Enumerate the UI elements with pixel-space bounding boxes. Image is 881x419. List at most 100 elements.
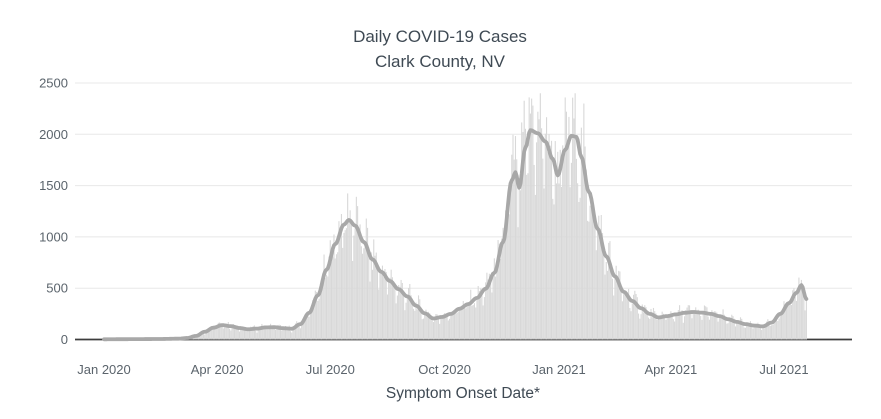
daily-case-bar — [471, 305, 473, 340]
daily-case-bar — [560, 187, 563, 340]
daily-case-bar — [749, 321, 751, 340]
daily-case-bar — [238, 331, 241, 340]
daily-case-bar — [531, 98, 533, 340]
daily-case-bar — [260, 328, 262, 340]
daily-case-bar — [414, 310, 416, 340]
daily-case-bar — [410, 295, 412, 340]
daily-case-bar — [734, 326, 737, 340]
daily-case-bar — [692, 311, 694, 340]
daily-case-bar — [702, 311, 704, 340]
daily-case-bar — [522, 131, 524, 340]
daily-case-bar — [547, 152, 549, 340]
daily-case-bar — [362, 253, 364, 340]
daily-case-bar — [462, 300, 464, 340]
daily-case-bar — [488, 273, 490, 340]
daily-case-bar — [363, 248, 365, 340]
daily-case-bar — [390, 269, 392, 340]
daily-case-bar — [762, 325, 764, 340]
daily-case-bar — [210, 328, 212, 340]
daily-case-bar — [701, 319, 703, 340]
daily-case-bar — [804, 310, 806, 340]
daily-case-bar — [241, 330, 243, 340]
daily-case-bar — [722, 309, 724, 340]
daily-case-bar — [396, 295, 398, 340]
daily-case-bar — [322, 274, 324, 340]
daily-case-bar — [546, 117, 548, 340]
daily-case-bar — [375, 252, 377, 340]
gridlines — [75, 82, 852, 289]
daily-case-bar — [330, 261, 333, 340]
daily-case-bar — [288, 325, 290, 340]
daily-case-bar — [369, 281, 371, 340]
daily-case-bar — [247, 330, 249, 340]
daily-case-bar — [720, 314, 722, 340]
daily-case-bar — [333, 234, 335, 340]
daily-case-bar — [703, 305, 705, 340]
daily-case-bar — [555, 183, 558, 340]
daily-case-bar — [654, 311, 656, 340]
daily-case-bar — [332, 256, 334, 340]
daily-case-bar — [475, 307, 477, 340]
daily-case-bar — [194, 336, 196, 340]
daily-case-bar — [737, 320, 739, 340]
daily-case-bar — [693, 310, 696, 340]
daily-case-bar — [798, 277, 800, 340]
daily-case-bar — [516, 159, 518, 340]
daily-case-bar — [613, 295, 615, 340]
daily-case-bar — [595, 250, 597, 340]
daily-case-bar — [463, 306, 466, 340]
daily-case-bar — [676, 313, 678, 340]
daily-case-bar — [569, 187, 571, 340]
daily-case-bar — [780, 314, 783, 340]
daily-case-bar — [251, 329, 253, 340]
daily-case-bar — [670, 311, 672, 340]
daily-case-bar — [376, 270, 379, 340]
daily-case-bar — [625, 291, 627, 340]
daily-case-bar — [391, 277, 393, 340]
daily-case-bar — [220, 324, 222, 340]
daily-case-bar — [645, 307, 647, 340]
daily-case-bar — [711, 310, 713, 340]
daily-case-bar — [468, 303, 471, 340]
daily-case-bar — [739, 317, 742, 340]
daily-case-bar — [574, 93, 576, 340]
daily-case-bar — [283, 328, 285, 340]
daily-case-bar — [302, 321, 304, 340]
daily-case-bar — [517, 227, 519, 340]
daily-case-bar — [473, 303, 476, 340]
daily-case-bar — [389, 277, 391, 340]
daily-case-bar — [201, 331, 203, 340]
daily-case-bar — [754, 326, 756, 340]
daily-case-bar — [664, 315, 666, 340]
daily-case-bar — [718, 314, 720, 340]
daily-case-bar — [276, 327, 278, 340]
daily-case-bar — [406, 297, 408, 340]
daily-case-bar — [649, 318, 651, 340]
daily-case-bar — [313, 305, 315, 340]
daily-case-bar — [541, 128, 543, 340]
daily-case-bar — [286, 326, 288, 340]
daily-case-bar — [334, 258, 336, 340]
daily-case-bar — [527, 173, 529, 340]
daily-case-bar — [240, 328, 242, 340]
daily-case-bar — [417, 295, 420, 340]
daily-case-bar — [277, 324, 279, 340]
daily-case-bar — [716, 312, 718, 340]
daily-case-bar — [256, 332, 258, 340]
daily-case-bar — [669, 316, 671, 340]
daily-case-bar — [605, 262, 607, 340]
daily-case-bar — [790, 304, 793, 340]
daily-case-bar — [477, 286, 479, 340]
daily-case-bar — [230, 330, 232, 340]
daily-case-bar — [461, 305, 463, 340]
daily-case-bar — [338, 221, 340, 340]
daily-case-bar — [215, 328, 217, 340]
daily-case-bar — [206, 332, 208, 340]
daily-case-bar — [706, 307, 708, 340]
daily-case-bar — [501, 238, 503, 340]
daily-case-bar — [221, 326, 223, 340]
daily-case-bar — [691, 318, 693, 340]
daily-case-bar — [252, 326, 254, 340]
daily-case-bar — [271, 327, 273, 340]
daily-case-bar — [411, 302, 413, 340]
